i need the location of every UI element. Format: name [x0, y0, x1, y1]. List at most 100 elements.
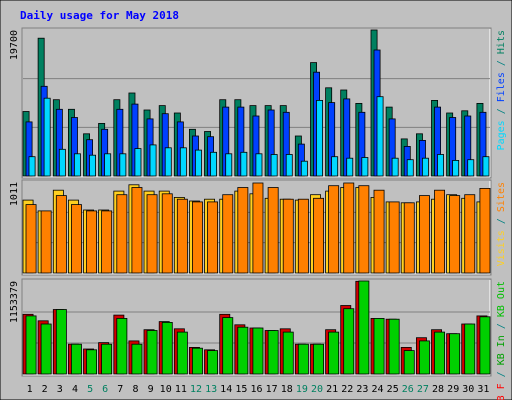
bar-kb_out-day-1	[25, 315, 37, 375]
bar-kb_out-day-10	[161, 321, 173, 375]
bar-pages-day-5	[89, 154, 96, 177]
bar-kb_out-day-31	[479, 316, 491, 375]
bar-pages-day-20	[316, 100, 323, 177]
bar-sites-day-12	[191, 201, 203, 274]
bar-pages-day-1	[28, 156, 36, 177]
bar-sites-day-8	[131, 187, 143, 274]
bar-sites-day-7	[116, 194, 128, 274]
x-tick-label: 9	[148, 384, 154, 395]
bar-kb_out-day-2	[40, 323, 52, 375]
legend-item: /	[496, 365, 507, 383]
bar-sites-day-2	[40, 210, 52, 274]
bar-sites-day-27	[418, 195, 430, 274]
x-tick-label: 28	[432, 384, 444, 395]
legend: Pages / Files / Hits	[496, 30, 507, 150]
x-axis-labels: 1 2 3 4 5 6 7 8 9 10 11 12 13 14 15 16 17 18 19 20 21 22 23 24 2…	[27, 384, 490, 395]
bar-kb_out-day-21	[328, 331, 340, 375]
bar-sites-day-25	[388, 201, 400, 274]
bar-pages-day-11	[179, 147, 187, 177]
panels: 19700 Pages / Files / Hits 1011 Visits / Si…	[9, 27, 507, 400]
bar-kb_out-day-27	[418, 340, 430, 375]
legend-item: Hits	[496, 30, 507, 54]
bar-kb_out-day-17	[267, 330, 279, 375]
panel-pages-files-hits: 19700 Pages / Files / Hits	[9, 27, 507, 179]
chart-title: Daily usage for May 2018	[20, 9, 179, 22]
x-tick-label: 3	[57, 384, 63, 395]
bar-pages-day-22	[346, 157, 354, 177]
x-tick-label: 29	[447, 384, 459, 395]
bar-pages-day-30	[467, 159, 475, 177]
panel-visits-sites: 1011 Visits / Sites	[9, 179, 507, 276]
legend-item: KB F	[496, 383, 507, 400]
bar-pages-day-21	[331, 156, 339, 177]
x-tick-label: 27	[417, 384, 429, 395]
bar-sites-day-18	[282, 198, 294, 274]
bar-kb_out-day-6	[101, 343, 113, 375]
legend-item: KB In	[496, 335, 507, 365]
x-tick-label: 26	[402, 384, 414, 395]
bar-kb_out-day-19	[297, 343, 309, 375]
x-tick-label: 20	[311, 384, 323, 395]
bar-kb_out-day-20	[313, 343, 325, 375]
bar-sites-day-9	[146, 194, 158, 274]
scale-label: 1153379	[9, 281, 20, 323]
bar-pages-day-16	[255, 153, 263, 177]
x-tick-label: 15	[235, 384, 247, 395]
bar-kb_out-day-7	[116, 317, 128, 375]
bar-sites-day-23	[358, 185, 370, 274]
legend: KB F / KB In / KB Out	[496, 281, 507, 400]
legend-item: Visits	[496, 230, 507, 266]
bar-pages-day-13	[210, 151, 217, 177]
x-tick-label: 10	[160, 384, 172, 395]
bar-kb_out-day-11	[176, 331, 188, 375]
bar-kb_out-day-12	[191, 347, 203, 375]
bar-sites-day-1	[25, 204, 37, 274]
bar-pages-day-6	[104, 153, 112, 177]
legend: Visits / Sites	[496, 182, 507, 266]
scale-label: 19700	[9, 30, 20, 60]
legend-item: Sites	[496, 182, 507, 212]
bar-sites-day-20	[313, 197, 325, 274]
bar-sites-day-10	[161, 193, 173, 274]
bar-pages-day-8	[134, 148, 142, 177]
x-tick-label: 31	[477, 384, 489, 395]
legend-item: /	[496, 317, 507, 335]
bar-pages-day-19	[300, 160, 308, 177]
x-tick-label: 6	[102, 384, 108, 395]
legend-item: /	[496, 212, 507, 230]
bar-kb_out-day-16	[252, 327, 264, 375]
bar-sites-day-6	[101, 210, 113, 274]
bar-pages-day-18	[285, 154, 293, 177]
bar-pages-day-7	[119, 153, 127, 177]
bar-kb_out-day-14	[222, 317, 234, 375]
bar-sites-day-13	[207, 201, 219, 274]
bar-sites-day-28	[434, 189, 446, 274]
bar-kb_out-day-28	[434, 331, 446, 375]
bar-kb_out-day-23	[358, 280, 370, 375]
bar-kb_out-day-30	[464, 323, 476, 375]
bar-kb_out-day-4	[71, 343, 82, 375]
bar-sites-day-24	[373, 189, 385, 274]
bar-kb_out-day-15	[237, 326, 249, 375]
bar-sites-day-16	[252, 182, 264, 274]
bar-pages-day-14	[225, 153, 233, 177]
x-tick-label: 18	[281, 384, 293, 395]
x-tick-label: 2	[42, 384, 48, 395]
bar-sites-day-26	[403, 202, 415, 274]
bar-pages-day-25	[391, 157, 399, 177]
x-tick-label: 8	[132, 384, 138, 395]
x-tick-label: 17	[266, 384, 278, 395]
bar-kb_out-day-29	[449, 333, 461, 375]
x-tick-label: 16	[250, 384, 262, 395]
bar-kb_out-day-13	[207, 350, 219, 375]
scale-label: 1011	[9, 182, 20, 206]
bar-kb_out-day-8	[131, 343, 143, 375]
bar-pages-day-15	[240, 151, 248, 177]
bar-pages-day-17	[270, 154, 278, 177]
bar-kb_out-day-18	[282, 331, 294, 375]
bar-sites-day-11	[176, 198, 188, 274]
bar-kb_out-day-24	[373, 317, 385, 375]
bar-sites-day-31	[479, 187, 491, 274]
x-tick-label: 24	[371, 384, 383, 395]
panel-kb-in-out: 1153379 KB F / KB In / KB Out	[9, 278, 507, 400]
